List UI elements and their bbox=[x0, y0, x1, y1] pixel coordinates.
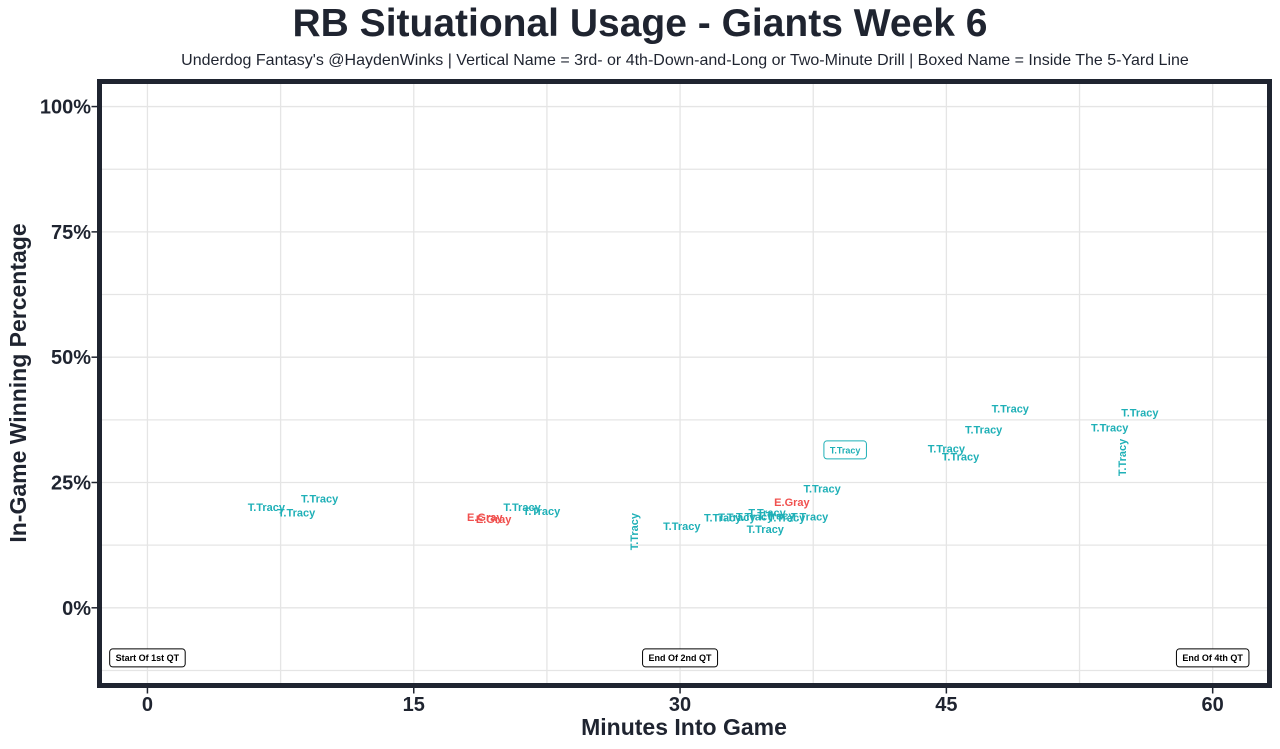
data-point: T.Tracy bbox=[663, 521, 701, 533]
quarter-marker-label: End Of 2nd QT bbox=[649, 653, 712, 663]
data-point-label: T.Tracy bbox=[629, 512, 641, 550]
data-point-label: T.Tracy bbox=[248, 502, 286, 514]
data-point: T.Tracy bbox=[629, 512, 641, 550]
data-point: T.Tracy bbox=[992, 403, 1030, 415]
data-point: T.Tracy bbox=[791, 512, 829, 524]
data-point: T.Tracy bbox=[1091, 422, 1129, 434]
data-point: T.Tracy bbox=[278, 508, 316, 520]
data-point-label: T.Tracy bbox=[523, 506, 561, 518]
data-point: T.Tracy bbox=[823, 440, 867, 460]
data-point: T.Tracy bbox=[704, 513, 742, 525]
data-point-label: T.Tracy bbox=[718, 512, 756, 524]
y-tick-label: 75% bbox=[51, 222, 91, 244]
data-point: T.Tracy bbox=[523, 506, 561, 518]
data-point-label: T.Tracy bbox=[704, 513, 742, 525]
y-axis-title: In-Game Winning Percentage bbox=[5, 223, 31, 542]
data-point: T.Tracy bbox=[942, 451, 980, 463]
data-point-box bbox=[823, 440, 867, 460]
y-tick-label: 50% bbox=[51, 347, 91, 369]
data-point-label: T.Tracy bbox=[830, 445, 861, 455]
data-point: T.Tracy bbox=[1121, 407, 1159, 419]
data-point-label: T.Tracy bbox=[768, 513, 806, 525]
data-point-label: E.Gray bbox=[476, 514, 512, 526]
x-axis-title: Minutes Into Game bbox=[581, 714, 787, 740]
data-point: E.Gray bbox=[774, 497, 810, 509]
grid-lines bbox=[99, 81, 1270, 686]
x-tick-label: 0 bbox=[142, 694, 153, 716]
quarter-markers: Start Of 1st QT End Of 2nd QT End Of 4th Q… bbox=[109, 648, 1250, 668]
data-point: T.Tracy bbox=[803, 484, 841, 496]
x-tick-label: 30 bbox=[669, 694, 691, 716]
x-axis-ticks: 0 15 30 45 60 bbox=[142, 688, 1224, 716]
data-point-label: T.Tracy bbox=[965, 424, 1003, 436]
data-point-label: T.Tracy bbox=[791, 512, 829, 524]
data-point: T.Tracy bbox=[768, 513, 806, 525]
data-point-label: T.Tracy bbox=[278, 508, 316, 520]
data-point: T.Tracy bbox=[503, 502, 541, 514]
data-point-label: T.Tracy bbox=[736, 512, 774, 524]
data-point: T.Tracy bbox=[718, 512, 756, 524]
data-point-label: E.Gray bbox=[467, 512, 503, 524]
quarter-marker-box bbox=[1175, 648, 1250, 668]
data-point: T.Tracy bbox=[757, 511, 795, 523]
data-point-label: T.Tracy bbox=[748, 508, 786, 520]
plot-frame bbox=[97, 79, 1272, 688]
data-point: T.Tracy bbox=[1117, 438, 1129, 476]
data-point-label: T.Tracy bbox=[747, 524, 785, 536]
quarter-marker: Start Of 1st QT bbox=[109, 648, 186, 668]
data-point: T.Tracy bbox=[965, 424, 1003, 436]
data-point-label: T.Tracy bbox=[942, 451, 980, 463]
data-point-label: T.Tracy bbox=[1117, 438, 1129, 476]
x-tick-label: 45 bbox=[935, 694, 957, 716]
data-point: T.Tracy bbox=[747, 524, 785, 536]
x-tick-label: 15 bbox=[403, 694, 425, 716]
quarter-marker-box bbox=[109, 648, 186, 668]
data-point-label: T.Tracy bbox=[803, 484, 841, 496]
data-point-label: T.Tracy bbox=[1121, 407, 1159, 419]
quarter-marker-box bbox=[642, 648, 719, 668]
data-point-label: T.Tracy bbox=[1091, 422, 1129, 434]
quarter-marker-label: End Of 4th QT bbox=[1182, 653, 1243, 663]
data-point: E.Gray bbox=[476, 514, 512, 526]
data-point-label: E.Gray bbox=[774, 497, 810, 509]
chart-title: RB Situational Usage - Giants Week 6 bbox=[292, 2, 988, 45]
data-point-label: T.Tracy bbox=[992, 403, 1030, 415]
quarter-marker-label: Start Of 1st QT bbox=[116, 653, 180, 663]
y-tick-label: 100% bbox=[40, 97, 91, 119]
data-point-label: T.Tracy bbox=[301, 494, 339, 506]
data-point: T.Tracy bbox=[748, 508, 786, 520]
y-tick-label: 25% bbox=[51, 472, 91, 494]
data-point: T.Tracy bbox=[736, 512, 774, 524]
chart-subtitle: Underdog Fantasy's @HaydenWinks | Vertic… bbox=[181, 52, 1189, 69]
data-point: T.Tracy bbox=[928, 443, 966, 455]
data-point-label: T.Tracy bbox=[663, 521, 701, 533]
data-point: E.Gray bbox=[467, 512, 503, 524]
x-tick-label: 60 bbox=[1202, 694, 1224, 716]
y-tick-label: 0% bbox=[62, 598, 91, 620]
y-axis-ticks: 0% 25% 50% 75% 100% bbox=[40, 97, 97, 620]
data-point-label: T.Tracy bbox=[503, 502, 541, 514]
quarter-marker: End Of 2nd QT bbox=[642, 648, 719, 668]
data-point: T.Tracy bbox=[248, 502, 286, 514]
data-point: T.Tracy bbox=[301, 494, 339, 506]
data-point-label: T.Tracy bbox=[757, 511, 795, 523]
quarter-marker: End Of 4th QT bbox=[1175, 648, 1250, 668]
data-point-label: T.Tracy bbox=[928, 443, 966, 455]
